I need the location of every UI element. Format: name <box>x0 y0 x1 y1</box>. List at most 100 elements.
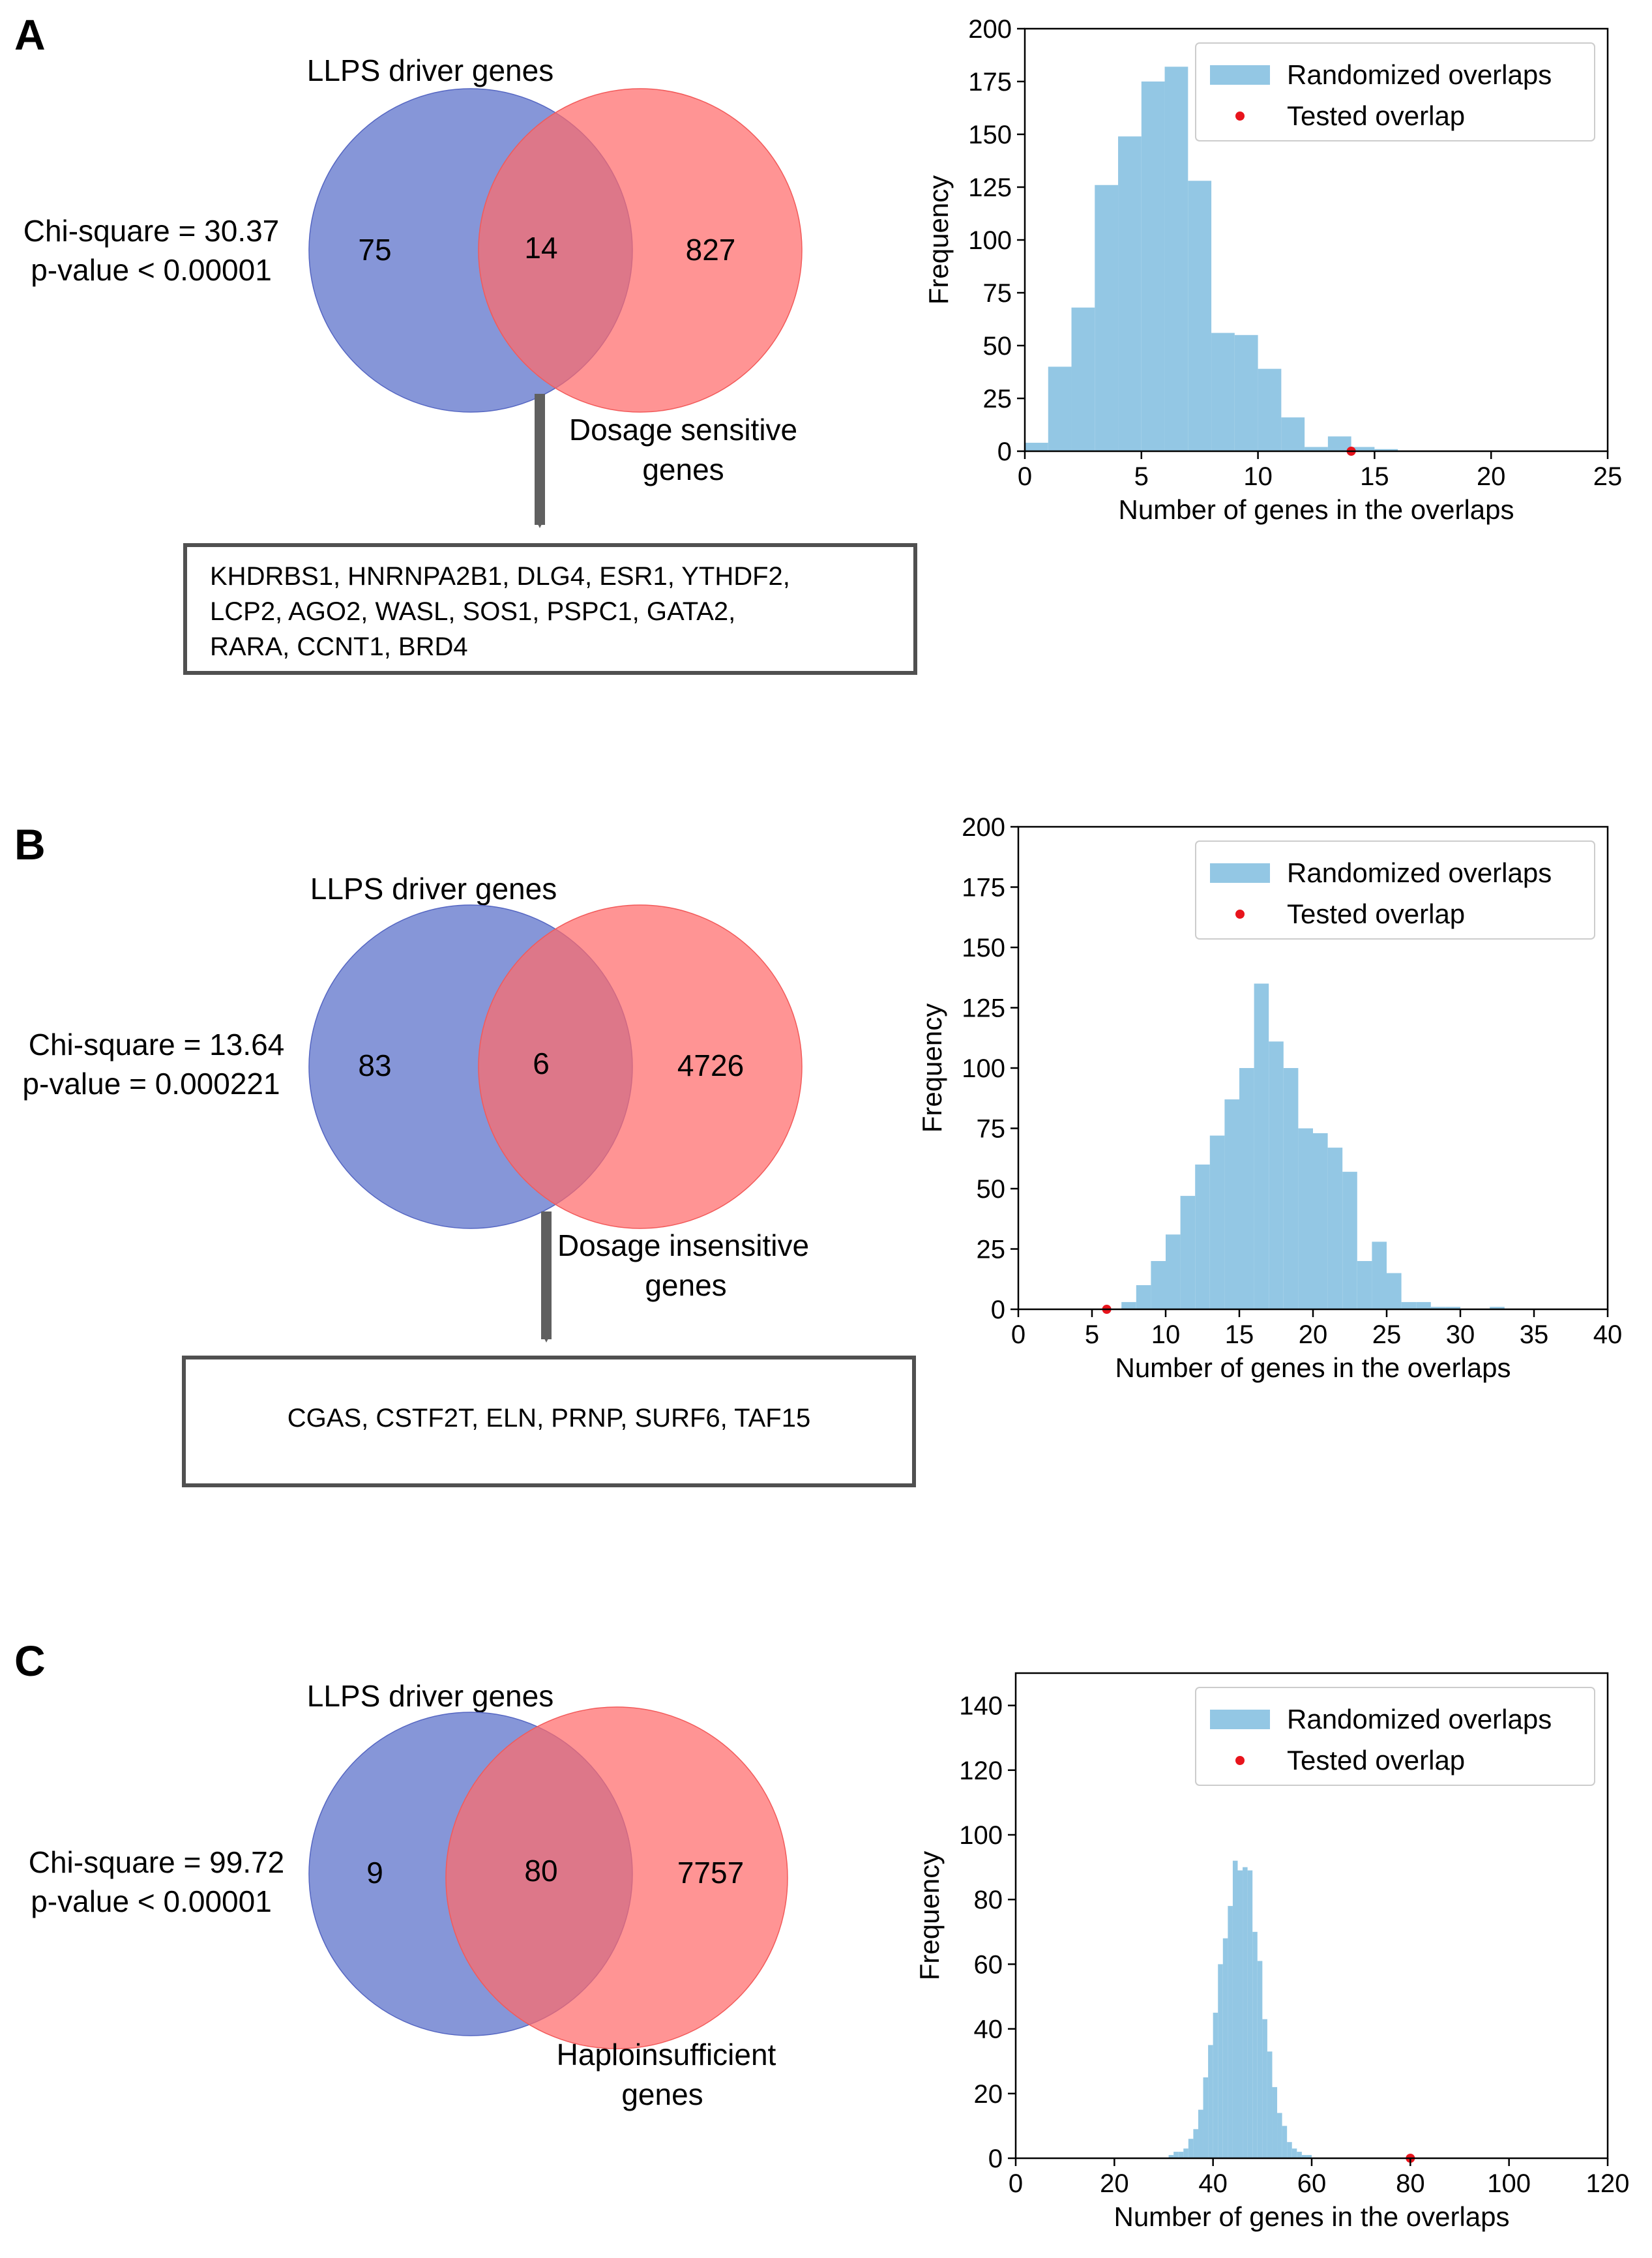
histogram-bar <box>1025 443 1048 451</box>
histogram-chart-b: 0 5 10 15 20 25 30 35 40 0 25 50 75 100 125 150 175 200 Nu… <box>917 813 1622 1383</box>
gene-list-line-1: KHDRBS1, HNRNPA2B1, DLG4, ESR1, YTHDF2, <box>210 562 790 591</box>
y-tick-label: 0 <box>988 2145 1003 2173</box>
histogram-bar <box>1297 2152 1302 2158</box>
x-tick-label: 5 <box>1085 1320 1099 1349</box>
histogram-bar <box>1224 1099 1239 1309</box>
histogram-bar <box>1193 2129 1198 2158</box>
legend-label-randomized: Randomized overlaps <box>1287 1704 1552 1734</box>
panel-letter-a: A <box>14 10 46 59</box>
y-axis-label: Frequency <box>923 175 954 305</box>
chi-square-stat: Chi-square = 99.72 <box>29 1845 285 1879</box>
x-tick-label: 0 <box>1009 2169 1023 2198</box>
legend-marker-tested <box>1235 910 1245 919</box>
histogram-bar <box>1374 449 1398 451</box>
legend-label-tested: Tested overlap <box>1287 1745 1465 1775</box>
histogram-bar <box>1118 136 1142 452</box>
x-tick-label: 40 <box>1593 1320 1623 1349</box>
x-tick-label: 0 <box>1018 462 1032 491</box>
legend-swatch-randomized <box>1210 1710 1270 1729</box>
venn-count-intersection: 14 <box>524 231 557 265</box>
y-tick-label: 50 <box>977 1175 1006 1204</box>
histogram-bar <box>1195 1165 1210 1309</box>
legend-marker-tested <box>1235 111 1245 121</box>
x-tick-label: 0 <box>1011 1320 1025 1349</box>
venn-set2-label-line2: genes <box>621 2077 703 2111</box>
histogram-chart-c: 0 20 40 60 80 100 120 0 20 40 60 80 100 120 140 Number … <box>914 1672 1629 2232</box>
y-tick-label: 125 <box>968 173 1012 202</box>
histogram-bar <box>1203 2077 1209 2158</box>
y-tick-label: 0 <box>997 438 1012 466</box>
y-tick-label: 40 <box>974 2015 1003 2044</box>
histogram-bar <box>1211 333 1235 451</box>
y-tick-label: 25 <box>977 1236 1006 1264</box>
gene-list-line-2: LCP2, AGO2, WASL, SOS1, PSPC1, GATA2, <box>210 597 735 626</box>
histogram-bar <box>1351 447 1375 451</box>
x-tick-label: 25 <box>1372 1320 1402 1349</box>
histogram-bar <box>1213 2012 1218 2158</box>
y-tick-label: 200 <box>962 813 1005 842</box>
y-tick-label: 0 <box>991 1296 1005 1324</box>
histogram-bar <box>1267 2051 1273 2158</box>
y-tick-label: 80 <box>974 1886 1003 1914</box>
venn-circle-right <box>478 904 803 1229</box>
histogram-bar <box>1387 1273 1402 1309</box>
x-axis-label: Number of genes in the overlaps <box>1115 1352 1511 1383</box>
x-tick-label: 15 <box>1360 462 1389 491</box>
y-tick-label: 100 <box>959 1821 1003 1850</box>
y-tick-label: 50 <box>983 332 1012 361</box>
panel-c: C LLPS driver genes 9 80 7757 Chi-square… <box>14 1637 1629 2232</box>
y-tick-label: 200 <box>968 15 1012 44</box>
histogram-bar <box>1095 185 1119 451</box>
histogram-bar <box>1209 1135 1225 1309</box>
venn-set2-label-line1: Haploinsufficient <box>557 2038 776 2072</box>
venn-count-intersection: 80 <box>524 1854 557 1888</box>
x-tick-label: 80 <box>1396 2169 1425 2198</box>
histogram-bar <box>1239 1068 1254 1309</box>
x-tick-label: 5 <box>1134 462 1149 491</box>
histogram-bar <box>1342 1172 1357 1309</box>
y-tick-label: 125 <box>962 994 1005 1023</box>
histogram-bar <box>1198 2109 1203 2158</box>
venn-circle-right <box>445 1706 788 2049</box>
histogram-bar <box>1306 2155 1312 2158</box>
venn-set2-label-line2: genes <box>642 453 724 486</box>
histogram-bar <box>1287 2142 1292 2158</box>
histogram-bar <box>1232 1860 1238 2158</box>
x-tick-label: 100 <box>1487 2169 1531 2198</box>
histogram-bar <box>1228 1906 1233 2158</box>
histogram-bar <box>1445 1307 1460 1309</box>
histogram-bar <box>1188 181 1212 451</box>
chi-square-stat: Chi-square = 13.64 <box>29 1028 285 1062</box>
y-tick-label: 25 <box>983 385 1012 413</box>
histogram-bar <box>1222 1938 1228 2158</box>
histogram-bar <box>1237 1870 1243 2158</box>
legend-label-tested: Tested overlap <box>1287 899 1465 929</box>
histogram-bar <box>1183 2148 1188 2158</box>
venn-set1-label: LLPS driver genes <box>307 1679 553 1713</box>
venn-set2-label-line1: Dosage insensitive <box>557 1228 809 1262</box>
histogram-bar <box>1257 1961 1263 2158</box>
histogram-bar <box>1327 436 1351 451</box>
histogram-bar <box>1258 368 1282 451</box>
histogram-bar <box>1136 1285 1151 1309</box>
histogram-bar <box>1173 2152 1179 2158</box>
histogram-bar <box>1272 2087 1278 2158</box>
p-value-stat: p-value < 0.00001 <box>31 253 272 287</box>
x-axis-label: Number of genes in the overlaps <box>1118 494 1514 525</box>
histogram-bar <box>1243 1867 1248 2158</box>
histogram-bar <box>1048 366 1072 451</box>
histogram-bar <box>1164 67 1188 451</box>
venn-count-intersection: 6 <box>533 1047 550 1080</box>
histogram-bar <box>1218 1964 1223 2158</box>
y-tick-label: 75 <box>977 1115 1006 1144</box>
y-tick-label: 150 <box>968 121 1012 149</box>
histogram-bar <box>1327 1148 1343 1309</box>
legend-marker-tested <box>1235 1756 1245 1765</box>
legend-box <box>1195 42 1595 141</box>
histogram-bar <box>1168 2155 1174 2158</box>
panel-a: A LLPS driver genes 75 14 827 Chi-square… <box>14 10 1622 675</box>
x-tick-label: 30 <box>1446 1320 1475 1349</box>
y-tick-label: 175 <box>968 68 1012 97</box>
histogram-bar <box>1121 1301 1136 1309</box>
